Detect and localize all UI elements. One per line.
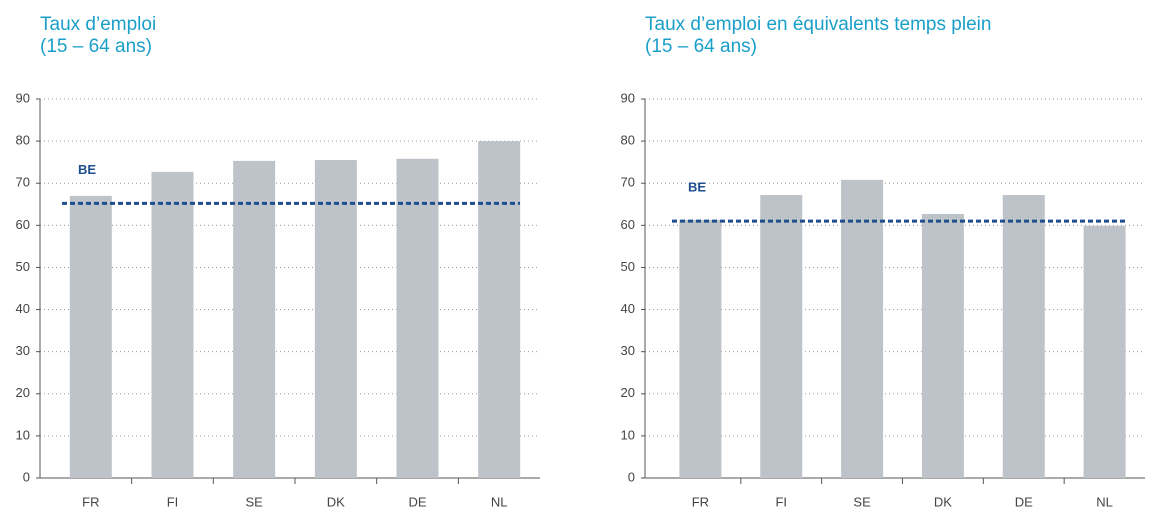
bar bbox=[396, 158, 439, 478]
y-tick-label: 80 bbox=[16, 133, 30, 148]
x-tick-label: FR bbox=[82, 494, 99, 509]
reference-label: BE bbox=[78, 162, 96, 177]
x-tick-label: FR bbox=[692, 494, 709, 509]
bar bbox=[151, 171, 194, 478]
x-tick-label: FI bbox=[775, 494, 787, 509]
x-tick-label: DE bbox=[408, 494, 426, 509]
y-tick-label: 90 bbox=[621, 90, 635, 105]
bar bbox=[841, 179, 884, 478]
bar bbox=[760, 195, 803, 478]
y-tick-label: 0 bbox=[628, 469, 635, 484]
y-tick-label: 40 bbox=[621, 301, 635, 316]
x-tick-label: SE bbox=[245, 494, 263, 509]
y-tick-label: 60 bbox=[16, 217, 30, 232]
bar bbox=[478, 141, 521, 478]
x-tick-label: DE bbox=[1015, 494, 1033, 509]
x-tick-label: NL bbox=[491, 494, 508, 509]
x-tick-label: DK bbox=[327, 494, 345, 509]
chart-subtitle: (15 – 64 ans) bbox=[40, 36, 152, 57]
y-tick-label: 20 bbox=[16, 385, 30, 400]
reference-label: BE bbox=[688, 180, 706, 195]
y-tick-label: 20 bbox=[621, 385, 635, 400]
bar bbox=[679, 219, 722, 478]
y-tick-label: 10 bbox=[16, 427, 30, 442]
x-tick-label: NL bbox=[1096, 494, 1113, 509]
y-tick-label: 30 bbox=[16, 343, 30, 358]
y-tick-label: 10 bbox=[621, 427, 635, 442]
x-tick-label: FI bbox=[167, 494, 179, 509]
y-tick-label: 50 bbox=[16, 259, 30, 274]
y-tick-label: 90 bbox=[16, 90, 30, 105]
y-tick-label: 80 bbox=[621, 133, 635, 148]
y-tick-label: 50 bbox=[621, 259, 635, 274]
chart-title: Taux d’emploi bbox=[40, 14, 156, 35]
y-tick-label: 0 bbox=[23, 469, 30, 484]
y-tick-label: 60 bbox=[621, 217, 635, 232]
y-tick-label: 70 bbox=[16, 175, 30, 190]
chart-subtitle: (15 – 64 ans) bbox=[645, 36, 757, 57]
bar bbox=[1002, 195, 1045, 478]
chart-title: Taux d’emploi en équivalents temps plein bbox=[645, 14, 991, 35]
bar bbox=[69, 195, 112, 478]
y-tick-label: 70 bbox=[621, 175, 635, 190]
x-tick-label: SE bbox=[853, 494, 871, 509]
bar bbox=[314, 160, 357, 479]
bar bbox=[1083, 225, 1126, 478]
y-tick-label: 40 bbox=[16, 301, 30, 316]
x-tick-label: DK bbox=[934, 494, 952, 509]
y-tick-label: 30 bbox=[621, 343, 635, 358]
bar bbox=[921, 213, 964, 479]
bar bbox=[233, 160, 276, 479]
